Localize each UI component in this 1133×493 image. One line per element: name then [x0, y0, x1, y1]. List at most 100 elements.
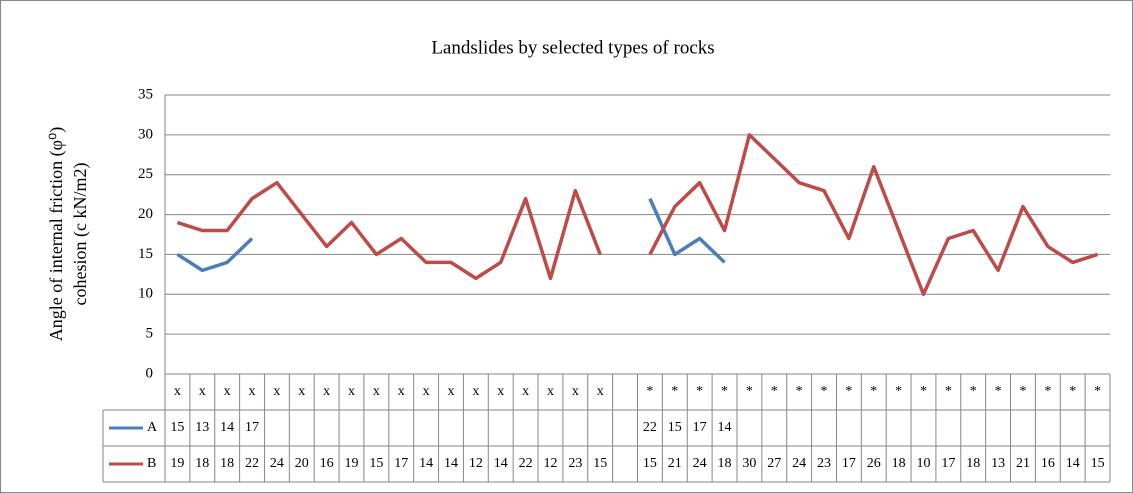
x-tick-label: x [249, 384, 256, 399]
table-value: 21 [668, 456, 682, 471]
table-value: 20 [295, 456, 309, 471]
table-value: 15 [643, 456, 657, 471]
x-tick-label: * [1094, 384, 1101, 399]
table-value: 13 [195, 420, 209, 435]
table-value: 18 [892, 456, 906, 471]
table-value: 14 [220, 420, 234, 435]
y-tick-label: 30 [138, 126, 153, 142]
y-tick-label: 15 [138, 246, 153, 262]
y-tick-label: 25 [138, 166, 153, 182]
x-tick-label: * [970, 384, 977, 399]
table-value: 15 [668, 420, 682, 435]
x-tick-label: x [174, 384, 181, 399]
table-value: 21 [1016, 456, 1030, 471]
legend-label: A [147, 420, 158, 435]
table-value: 30 [742, 456, 756, 471]
x-tick-label: x [522, 384, 529, 399]
table-value: 22 [519, 456, 533, 471]
x-tick-label: * [1044, 384, 1051, 399]
table-value: 24 [270, 456, 284, 471]
series-line [176, 237, 254, 273]
x-tick-label: * [821, 384, 828, 399]
table-value: 26 [867, 456, 881, 471]
x-tick-label: x [572, 384, 579, 399]
table-value: 14 [1066, 456, 1080, 471]
table-value: 22 [245, 456, 259, 471]
table-value: 14 [444, 456, 458, 471]
table-value: 24 [693, 456, 707, 471]
table-value: 18 [195, 456, 209, 471]
x-tick-label: * [1019, 384, 1026, 399]
series-line [648, 133, 1099, 297]
x-tick-label: * [920, 384, 927, 399]
x-tick-label: x [373, 384, 380, 399]
x-tick-label: x [199, 384, 206, 399]
table-value: 17 [842, 456, 856, 471]
table-value: 12 [543, 456, 557, 471]
x-tick-label: x [323, 384, 330, 399]
table-value: 14 [419, 456, 433, 471]
table-value: 17 [693, 420, 707, 435]
x-tick-label: * [796, 384, 803, 399]
x-tick-label: * [1069, 384, 1076, 399]
x-tick-label: x [348, 384, 355, 399]
chart-title: Landslides by selected types of rocks [431, 37, 714, 58]
table-value: 14 [718, 420, 732, 435]
table-value: 12 [469, 456, 483, 471]
y-tick-label: 35 [138, 86, 153, 102]
table-value: 17 [394, 456, 408, 471]
x-tick-label: x [547, 384, 554, 399]
table-value: 10 [916, 456, 930, 471]
x-tick-label: * [646, 384, 653, 399]
x-tick-label: * [771, 384, 778, 399]
table-value: 13 [991, 456, 1005, 471]
x-tick-label: x [398, 384, 405, 399]
table-value: 18 [718, 456, 732, 471]
x-tick-label: x [472, 384, 479, 399]
table-value: 19 [345, 456, 359, 471]
x-tick-label: * [945, 384, 952, 399]
table-value: 17 [941, 456, 955, 471]
y-axis-label: cohesion (c kN/m2) [70, 163, 91, 306]
y-tick-label: 5 [146, 326, 154, 342]
x-tick-label: * [746, 384, 753, 399]
legend-label: B [147, 456, 156, 471]
x-tick-label: x [497, 384, 504, 399]
table-value: 15 [170, 420, 184, 435]
x-tick-label: x [423, 384, 430, 399]
x-tick-label: * [721, 384, 728, 399]
x-tick-label: x [273, 384, 280, 399]
table-value: 18 [966, 456, 980, 471]
x-tick-label: * [671, 384, 678, 399]
table-value: 27 [767, 456, 781, 471]
x-tick-label: * [995, 384, 1002, 399]
table-value: 24 [792, 456, 806, 471]
table-value: 14 [494, 456, 508, 471]
x-tick-label: x [298, 384, 305, 399]
x-tick-label: * [845, 384, 852, 399]
table-value: 19 [170, 456, 184, 471]
table-value: 23 [568, 456, 582, 471]
y-tick-label: 0 [146, 365, 154, 381]
table-value: 18 [220, 456, 234, 471]
series-line [176, 180, 602, 281]
y-tick-label: 20 [138, 206, 153, 222]
x-tick-label: x [597, 384, 604, 399]
series-line [648, 197, 726, 264]
table-value: 17 [245, 420, 259, 435]
table-value: 15 [369, 456, 383, 471]
x-tick-label: x [447, 384, 454, 399]
x-tick-label: x [224, 384, 231, 399]
table-value: 15 [593, 456, 607, 471]
table-value: 16 [1041, 456, 1055, 471]
y-tick-label: 10 [138, 286, 153, 302]
table-value: 16 [320, 456, 334, 471]
table-value: 15 [1091, 456, 1105, 471]
x-tick-label: * [870, 384, 877, 399]
x-tick-label: * [696, 384, 703, 399]
x-tick-label: * [895, 384, 902, 399]
table-value: 23 [817, 456, 831, 471]
table-value: 22 [643, 420, 657, 435]
